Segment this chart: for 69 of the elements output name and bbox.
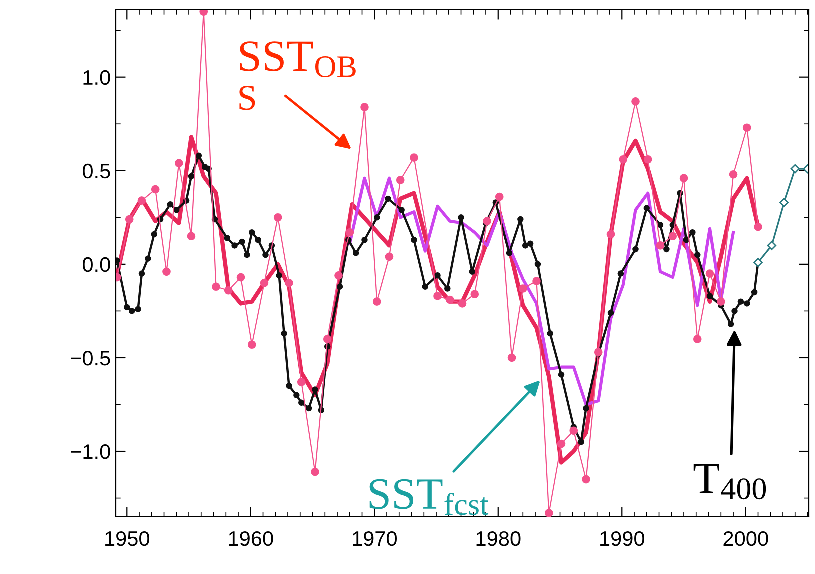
point <box>372 298 382 306</box>
point <box>260 278 269 288</box>
point <box>680 174 688 183</box>
point <box>716 298 726 306</box>
point <box>458 300 467 308</box>
point <box>729 170 738 179</box>
y-tick-label: 1.0 <box>84 70 110 86</box>
point <box>742 124 752 132</box>
point <box>754 222 762 232</box>
point <box>285 278 294 288</box>
point <box>570 426 578 436</box>
point <box>138 196 146 205</box>
y-tick-label: 0.0 <box>82 257 110 272</box>
point <box>385 252 394 262</box>
point <box>311 468 320 476</box>
x-tick-label: 1960 <box>229 531 274 546</box>
x-tick-label: 2000 <box>724 531 768 546</box>
point <box>582 475 590 484</box>
point <box>706 270 714 278</box>
point <box>790 164 800 174</box>
point <box>151 185 160 194</box>
point <box>162 268 171 276</box>
point <box>544 509 554 517</box>
point <box>594 348 603 357</box>
point <box>434 292 442 300</box>
point <box>297 378 306 386</box>
point <box>483 217 492 226</box>
annotation: SST$_{fcst}$ <box>370 479 489 516</box>
point <box>323 335 332 344</box>
point <box>495 192 504 202</box>
annotation: T$_{400}$ <box>694 464 766 500</box>
y-tick-label: −0.5 <box>71 350 110 366</box>
point <box>174 159 184 168</box>
point <box>224 286 233 295</box>
point <box>644 156 652 164</box>
y-tick-label: 0.5 <box>82 164 110 179</box>
y-tick-label: −1.0 <box>71 444 110 460</box>
point <box>767 241 776 250</box>
point <box>187 232 196 241</box>
point <box>334 271 343 280</box>
point <box>619 156 628 164</box>
point <box>236 273 246 282</box>
x-tick-label: 1980 <box>476 531 521 546</box>
point <box>632 98 640 106</box>
point <box>410 154 418 162</box>
point <box>780 198 789 208</box>
point <box>396 176 405 184</box>
point <box>518 284 528 293</box>
point <box>532 277 541 286</box>
point <box>656 242 665 250</box>
point <box>557 440 566 448</box>
point <box>606 230 616 239</box>
point <box>693 335 702 344</box>
point <box>200 10 208 16</box>
point <box>508 354 516 362</box>
point <box>248 340 256 350</box>
point <box>274 213 282 222</box>
x-tick-label: 1950 <box>106 531 150 546</box>
point <box>668 232 678 241</box>
annotation: SST$_{OB}$ <box>240 42 356 78</box>
point <box>360 103 369 112</box>
point <box>470 290 480 299</box>
x-tick-label: 1970 <box>353 531 397 546</box>
point <box>212 282 220 292</box>
x-tick-label: 1990 <box>600 531 644 546</box>
point <box>446 296 454 304</box>
point <box>346 228 354 237</box>
annotation: S <box>240 86 256 110</box>
point <box>125 215 134 224</box>
